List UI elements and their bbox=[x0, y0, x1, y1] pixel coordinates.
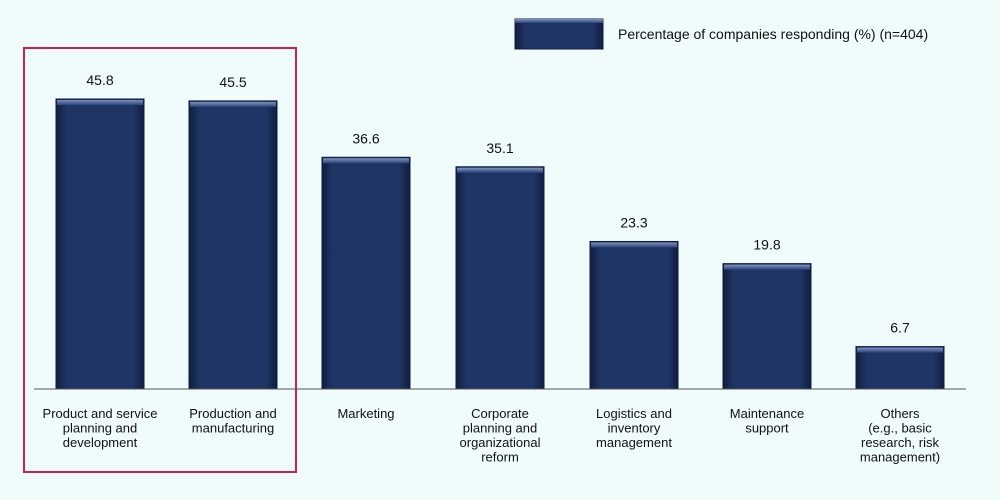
category-label-3: Marketing bbox=[337, 406, 394, 421]
category-label-line: Product and service bbox=[43, 406, 158, 421]
legend-label: Percentage of companies responding (%) (… bbox=[618, 26, 928, 42]
category-label-line: (e.g., basic bbox=[868, 421, 932, 436]
category-label-line: organizational bbox=[460, 435, 541, 450]
category-label-line: reform bbox=[481, 450, 519, 465]
category-label-line: support bbox=[745, 421, 789, 436]
bar-3 bbox=[321, 156, 411, 390]
value-label-3: 36.6 bbox=[352, 130, 379, 146]
category-labels-group: Product and service planning and developme… bbox=[43, 406, 941, 465]
category-label-line: Corporate bbox=[471, 406, 529, 421]
bar-5 bbox=[589, 240, 679, 390]
category-label-4: Corporate planning and organizational refor… bbox=[460, 406, 541, 465]
category-label-line: Maintenance bbox=[730, 406, 804, 421]
bar-top-4 bbox=[457, 167, 543, 173]
category-label-line: inventory bbox=[608, 421, 661, 436]
category-label-line: planning and bbox=[463, 421, 537, 436]
legend: Percentage of companies responding (%) (… bbox=[514, 18, 928, 50]
category-label-6: Maintenance support bbox=[730, 406, 804, 436]
value-label-1: 45.8 bbox=[86, 72, 113, 88]
value-label-6: 19.8 bbox=[753, 237, 780, 253]
legend-swatch bbox=[514, 18, 604, 50]
legend-swatch-top bbox=[515, 19, 603, 23]
bar-top-3 bbox=[323, 158, 409, 164]
category-label-line: Marketing bbox=[337, 406, 394, 421]
category-label-5: Logistics and inventory management bbox=[596, 406, 672, 450]
bar-2 bbox=[188, 100, 278, 390]
category-label-2: Production and manufacturing bbox=[189, 406, 276, 436]
category-label-line: Production and bbox=[189, 406, 276, 421]
value-label-4: 35.1 bbox=[486, 140, 513, 156]
value-labels-group: 45.8 45.5 36.6 35.1 23.3 19.8 6.7 bbox=[86, 72, 910, 336]
value-label-7: 6.7 bbox=[890, 320, 910, 336]
bar-top-1 bbox=[57, 100, 143, 105]
bar-top-2 bbox=[190, 101, 276, 107]
bars-group bbox=[55, 98, 945, 390]
bar-top-7 bbox=[857, 347, 943, 353]
category-label-line: Others bbox=[880, 406, 920, 421]
category-label-line: management bbox=[596, 435, 672, 450]
value-label-2: 45.5 bbox=[219, 74, 246, 90]
bar-4 bbox=[455, 166, 545, 390]
bar-top-5 bbox=[591, 242, 677, 248]
value-label-5: 23.3 bbox=[620, 214, 647, 230]
bar-7 bbox=[855, 346, 945, 390]
category-label-line: Logistics and bbox=[596, 406, 672, 421]
bar-1 bbox=[55, 98, 145, 390]
category-label-line: manufacturing bbox=[192, 421, 274, 436]
category-label-1: Product and service planning and developme… bbox=[43, 406, 158, 450]
category-label-line: management) bbox=[860, 450, 940, 465]
category-label-7: Others (e.g., basic research, risk manageme… bbox=[860, 406, 940, 465]
bar-top-6 bbox=[724, 264, 810, 270]
category-label-line: planning and bbox=[63, 421, 137, 436]
category-label-line: research, risk bbox=[861, 435, 940, 450]
bar-6 bbox=[722, 263, 812, 390]
highlight-box bbox=[23, 47, 297, 473]
category-label-line: development bbox=[63, 435, 138, 450]
